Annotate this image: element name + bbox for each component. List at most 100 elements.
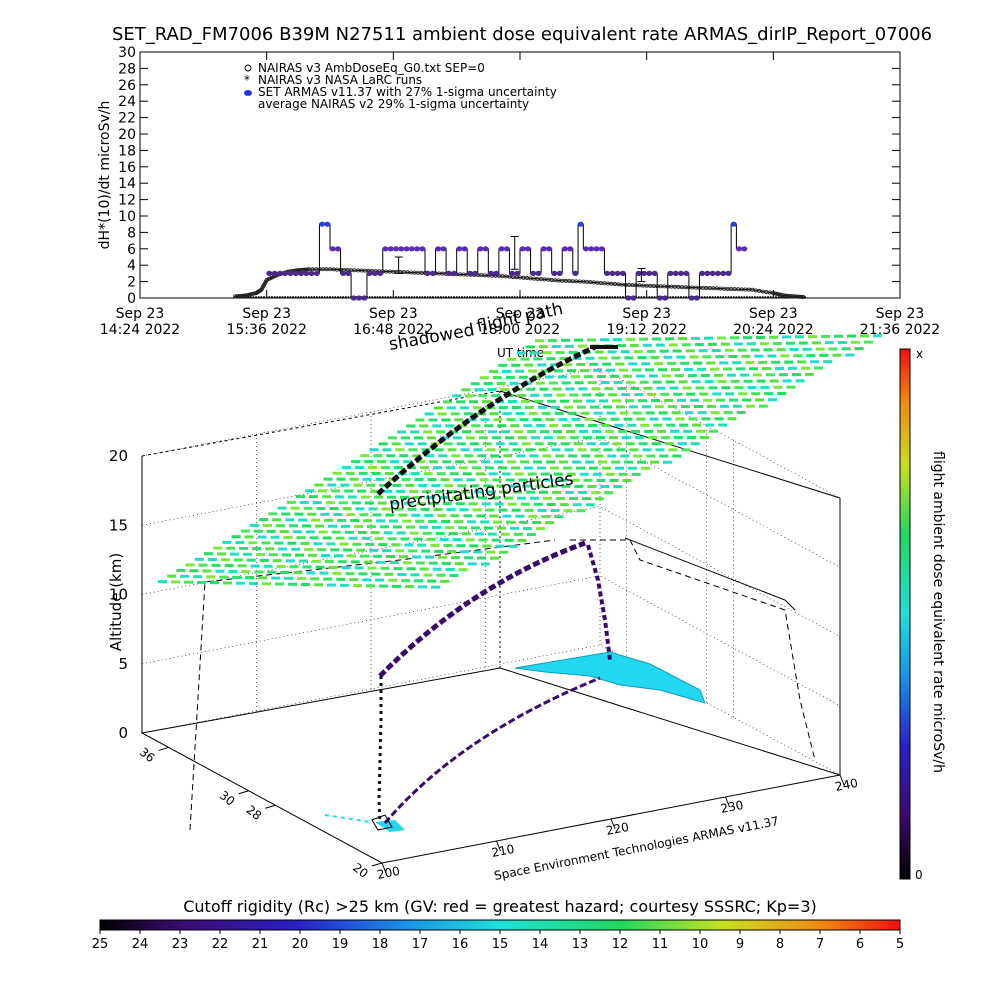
armas-point: [730, 221, 737, 227]
particle-dash: [319, 571, 329, 575]
particle-dash: [564, 448, 574, 452]
particle-dash: [737, 348, 747, 352]
particle-dash: [231, 535, 241, 539]
particle-dash: [302, 565, 312, 569]
particle-dash: [559, 357, 569, 361]
baseline-point: [323, 296, 326, 299]
particle-dash: [395, 448, 405, 452]
particle-dash: [377, 501, 387, 505]
particle-dash: [510, 424, 520, 428]
particle-dash: [724, 348, 734, 352]
particle-dash: [556, 436, 566, 440]
particle-dash: [401, 477, 411, 481]
particle-dash: [635, 374, 645, 378]
baseline-point: [685, 296, 688, 299]
latitude-tick-mark: [238, 790, 249, 795]
armas-point: [524, 246, 531, 252]
flight-track-upper: [376, 344, 597, 496]
particle-dash: [357, 489, 367, 493]
particle-dash: [346, 513, 356, 517]
y-tick-label: 22: [118, 111, 136, 127]
particle-dash: [444, 484, 454, 488]
baseline-point: [735, 296, 738, 299]
armas-point: [477, 246, 484, 252]
particle-dash: [677, 442, 687, 446]
particle-dash: [386, 454, 396, 458]
particle-dash: [259, 558, 269, 562]
particle-dash: [417, 543, 427, 547]
particle-dash: [408, 549, 418, 553]
baseline-point: [315, 296, 318, 299]
particle-dash: [239, 546, 249, 550]
armas-point: [741, 246, 748, 252]
particle-dash: [268, 512, 278, 516]
particle-dash: [445, 567, 455, 571]
rigidity-tick-label: 15: [492, 937, 509, 952]
particle-dash: [517, 393, 527, 397]
particle-dash: [194, 557, 204, 561]
particle-dash: [727, 417, 737, 421]
particle-dash: [167, 574, 177, 578]
particle-dash: [775, 366, 785, 370]
particle-dash: [607, 454, 617, 458]
particle-dash: [320, 554, 330, 558]
baseline-point: [484, 296, 487, 299]
particle-dash: [623, 417, 633, 421]
particle-dash: [464, 496, 474, 500]
particle-dash: [450, 556, 460, 560]
particle-dash: [407, 507, 417, 511]
particle-dash: [307, 512, 317, 516]
particle-dash: [224, 564, 234, 568]
particle-dash: [723, 367, 733, 371]
particle-dash: [382, 549, 392, 553]
particle-dash: [612, 399, 622, 403]
particle-dash: [592, 430, 602, 434]
particle-dash: [573, 442, 583, 446]
armas-point: [419, 246, 426, 252]
armas-point: [593, 246, 600, 252]
baseline-point: [405, 296, 408, 299]
baseline-point: [524, 296, 527, 299]
altitude-grid-line: [141, 367, 841, 499]
baseline-point: [447, 296, 450, 299]
particle-dash: [747, 385, 757, 389]
rigidity-tick-label: 13: [572, 937, 589, 952]
particle-dash: [369, 548, 379, 552]
particle-dash: [642, 343, 652, 347]
particle-dash: [512, 448, 522, 452]
colorbar-right-label: flight ambient dose equivalent rate micr…: [930, 451, 946, 773]
particle-dash: [587, 484, 597, 488]
baseline-point: [476, 296, 479, 299]
armas-point: [451, 270, 458, 276]
particle-dash: [514, 430, 524, 434]
baseline-point: [767, 296, 770, 299]
particle-dash: [610, 417, 620, 421]
x-tick-label-line1: Sep 23: [369, 306, 418, 322]
particle-dash: [222, 540, 232, 544]
armas-point: [282, 270, 289, 276]
particle-dash: [585, 460, 595, 464]
armas-point: [556, 270, 563, 276]
particle-dash: [176, 569, 186, 573]
particle-dash: [481, 502, 491, 506]
particle-dash: [372, 513, 382, 517]
y-tick-label: 6: [127, 242, 136, 258]
particle-dash: [341, 465, 351, 469]
particle-dash: [645, 411, 655, 415]
x-tick-label-line1: Sep 23: [749, 306, 798, 322]
particle-dash: [305, 489, 315, 493]
armas-point: [709, 270, 716, 276]
baseline-point: [519, 296, 521, 299]
particle-dash: [619, 411, 629, 415]
particle-dash: [423, 430, 433, 434]
legend-star-marker: *: [244, 73, 250, 87]
particle-dash: [367, 566, 377, 570]
particle-dash: [823, 360, 833, 364]
cutoff-rigidity-colorbar: [99, 919, 901, 931]
particle-dash: [456, 544, 466, 548]
rigidity-tick-label: 7: [816, 937, 824, 952]
particle-dash: [693, 404, 703, 408]
longitude-tick-mark: [381, 862, 387, 874]
particle-dash: [672, 454, 682, 458]
